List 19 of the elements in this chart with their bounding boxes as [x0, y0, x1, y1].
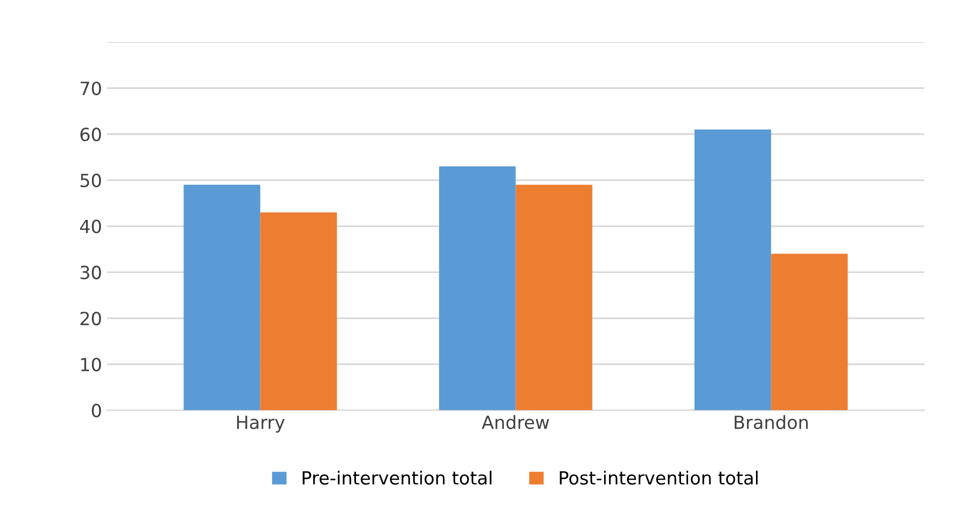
legend-label: Post-intervention total [560, 470, 758, 485]
y-tick-label: 20 [80, 312, 101, 326]
legend-label: Pre-intervention total [302, 470, 492, 485]
bar [184, 184, 260, 410]
y-tick-label: 70 [80, 82, 101, 96]
x-tick-label: Andrew [482, 415, 550, 430]
y-tick-label: 60 [80, 128, 101, 142]
y-tick-label: 10 [81, 358, 101, 372]
x-tick-label: Brandon [734, 415, 808, 430]
x-tick-label: Harry [237, 416, 285, 433]
bar [439, 166, 516, 410]
bar [260, 212, 337, 410]
bar [771, 254, 848, 410]
y-tick-label: 0 [92, 404, 101, 418]
bar [516, 184, 592, 410]
y-tick-label: 50 [80, 174, 101, 188]
y-tick-label: 40 [80, 220, 101, 234]
y-tick-label: 30 [80, 266, 101, 280]
bar [694, 130, 772, 410]
